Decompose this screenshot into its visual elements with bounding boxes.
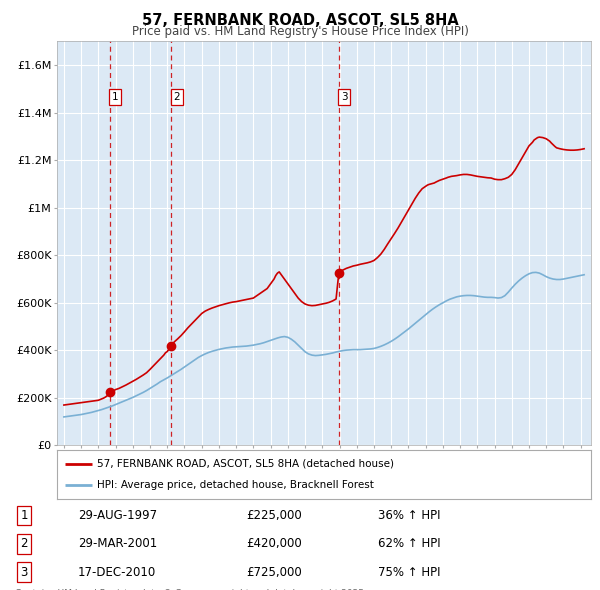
Text: 2: 2 [20,537,28,550]
Text: 1: 1 [20,509,28,522]
Text: 17-DEC-2010: 17-DEC-2010 [78,566,156,579]
Text: 75% ↑ HPI: 75% ↑ HPI [378,566,440,579]
Text: £725,000: £725,000 [246,566,302,579]
Text: £225,000: £225,000 [246,509,302,522]
Text: 29-AUG-1997: 29-AUG-1997 [78,509,157,522]
Text: 62% ↑ HPI: 62% ↑ HPI [378,537,440,550]
Text: 57, FERNBANK ROAD, ASCOT, SL5 8HA (detached house): 57, FERNBANK ROAD, ASCOT, SL5 8HA (detac… [97,458,394,468]
Text: 2: 2 [173,92,180,102]
Text: 3: 3 [341,92,347,102]
Text: £420,000: £420,000 [246,537,302,550]
Text: Price paid vs. HM Land Registry's House Price Index (HPI): Price paid vs. HM Land Registry's House … [131,25,469,38]
Text: 36% ↑ HPI: 36% ↑ HPI [378,509,440,522]
Text: HPI: Average price, detached house, Bracknell Forest: HPI: Average price, detached house, Brac… [97,480,374,490]
Text: 1: 1 [112,92,118,102]
Text: 57, FERNBANK ROAD, ASCOT, SL5 8HA: 57, FERNBANK ROAD, ASCOT, SL5 8HA [142,13,458,28]
Text: 3: 3 [20,566,28,579]
Text: 29-MAR-2001: 29-MAR-2001 [78,537,157,550]
Text: Contains HM Land Registry data © Crown copyright and database right 2025.
This d: Contains HM Land Registry data © Crown c… [15,589,367,590]
